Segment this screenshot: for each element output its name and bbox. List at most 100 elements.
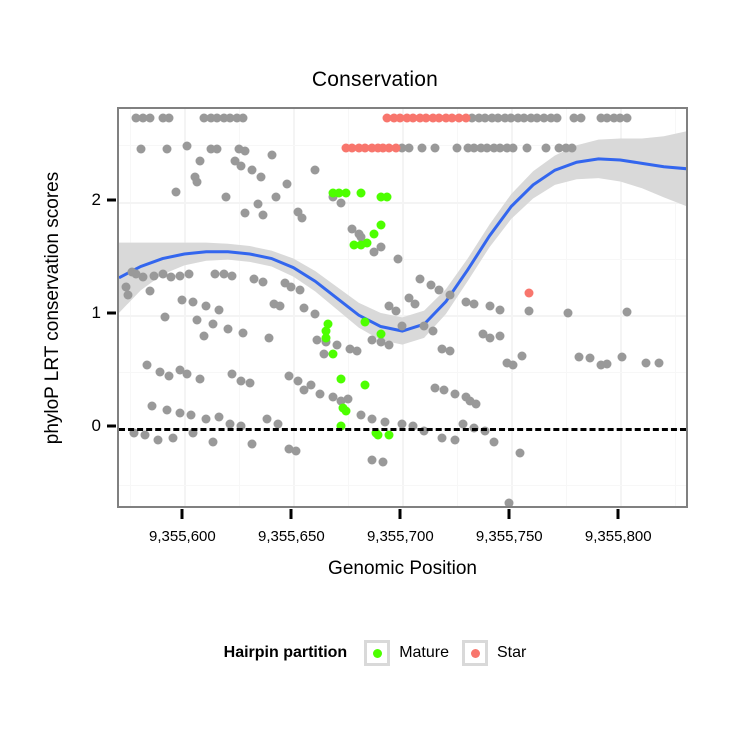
data-point-other <box>508 143 518 152</box>
data-point-other <box>162 405 172 415</box>
data-point-other <box>158 113 168 123</box>
data-point-star <box>354 143 364 152</box>
data-point-other <box>461 392 471 402</box>
data-point-mature <box>360 317 370 327</box>
x-tick-mark <box>616 509 620 519</box>
data-point-other <box>253 199 263 209</box>
y-tick-label: 2 <box>91 189 101 209</box>
data-point-other <box>430 143 440 152</box>
data-point-other <box>478 329 488 339</box>
data-point-other <box>175 271 185 281</box>
data-point-star <box>360 143 370 152</box>
data-point-other <box>247 165 257 175</box>
data-point-other <box>439 385 449 395</box>
data-point-other <box>219 113 229 123</box>
data-point-mature <box>382 192 392 202</box>
data-point-other <box>186 410 196 420</box>
x-tick-mark <box>289 509 293 519</box>
data-point-other <box>206 113 216 123</box>
data-point-star <box>382 113 392 123</box>
data-point-other <box>384 301 394 311</box>
legend-label-star: Star <box>497 644 527 661</box>
data-point-other <box>393 254 403 264</box>
data-point-other <box>219 269 229 279</box>
data-point-other <box>238 328 248 338</box>
data-point-other <box>343 394 353 404</box>
data-point-star <box>341 143 351 152</box>
data-point-other <box>214 305 224 314</box>
data-point-other <box>247 439 257 449</box>
data-point-other <box>190 172 200 182</box>
data-point-other <box>602 113 612 123</box>
legend-item-mature[interactable]: Mature <box>364 640 449 666</box>
data-point-other <box>140 430 150 440</box>
data-point-star <box>434 113 444 123</box>
data-point-other <box>641 358 651 368</box>
data-point-other <box>561 143 571 152</box>
data-point-other <box>293 376 303 386</box>
data-point-star <box>461 113 471 123</box>
data-point-other <box>367 414 377 424</box>
data-point-other <box>384 340 394 350</box>
data-point-other <box>404 293 414 303</box>
data-point-other <box>206 144 216 154</box>
data-point-other <box>162 144 172 154</box>
grid-line-vertical-major <box>184 109 187 506</box>
data-point-other <box>500 113 510 123</box>
data-point-mature <box>321 333 331 343</box>
data-point-other <box>184 269 194 279</box>
data-point-other <box>576 113 586 123</box>
data-point-other <box>476 143 486 152</box>
grid-line-horizontal-minor <box>119 485 686 487</box>
data-point-other <box>539 113 549 123</box>
data-point-other <box>299 303 309 313</box>
data-point-other <box>524 306 534 316</box>
data-point-other <box>397 143 407 152</box>
data-point-star <box>373 143 383 152</box>
data-point-other <box>221 192 231 202</box>
x-tick-label: 9,355,650 <box>257 528 325 545</box>
legend-item-star[interactable]: Star <box>462 640 526 666</box>
data-point-other <box>585 353 595 363</box>
data-point-other <box>469 143 479 152</box>
data-point-other <box>306 380 316 390</box>
grid-line-vertical-major <box>620 109 623 506</box>
x-tick-mark <box>180 509 184 519</box>
data-point-mature <box>360 380 370 390</box>
data-point-other <box>485 301 494 311</box>
data-point-other <box>367 455 377 465</box>
data-point-other <box>328 192 338 202</box>
data-point-other <box>541 143 551 152</box>
data-point-other <box>149 271 159 281</box>
data-point-other <box>471 399 481 409</box>
data-point-other <box>489 143 499 152</box>
data-point-mature <box>356 240 366 250</box>
data-point-mature <box>376 220 386 230</box>
data-point-other <box>238 113 248 123</box>
data-point-other <box>201 301 211 311</box>
data-point-mature <box>334 188 344 198</box>
y-axis-title-text: phyloP LRT conservation scores <box>42 171 63 444</box>
data-point-other <box>234 144 244 154</box>
data-point-other <box>295 285 305 295</box>
data-point-other <box>138 272 148 282</box>
grid-line-vertical-major <box>293 109 296 506</box>
legend-key-mature <box>364 640 391 666</box>
data-point-other <box>208 319 218 329</box>
data-point-other <box>121 282 131 292</box>
data-point-other <box>245 378 255 388</box>
zero-reference-line <box>119 428 686 432</box>
data-point-other <box>269 299 279 309</box>
data-point-other <box>271 192 281 202</box>
data-point-mature <box>328 188 338 198</box>
data-point-other <box>227 369 237 379</box>
data-point-other <box>437 433 447 442</box>
mature-dot-icon <box>372 648 382 658</box>
data-point-other <box>153 435 163 445</box>
data-point-other <box>236 421 246 431</box>
data-point-other <box>515 448 525 458</box>
data-point-other <box>195 156 205 166</box>
data-point-other <box>192 177 202 186</box>
data-point-star <box>441 113 451 123</box>
